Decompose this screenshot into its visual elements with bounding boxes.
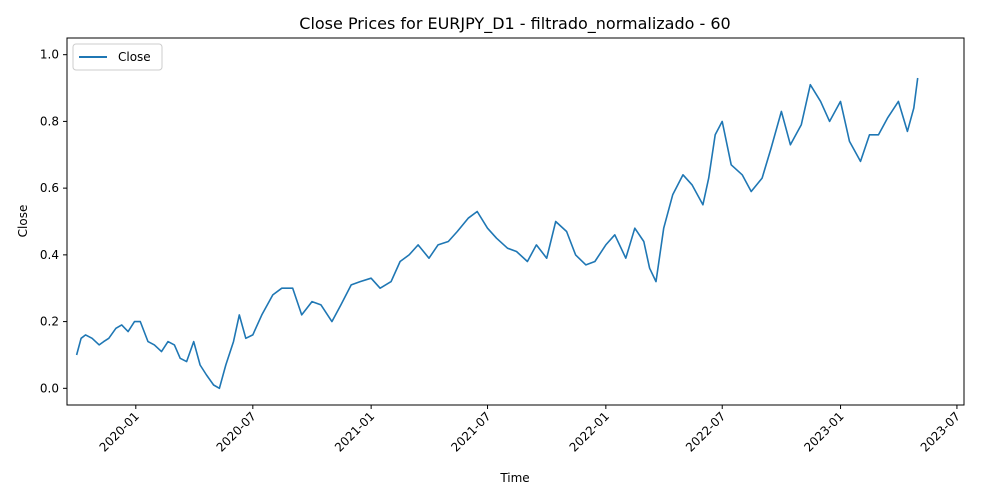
legend-box xyxy=(72,43,163,71)
y-tick-label: 0.2 xyxy=(40,315,59,329)
plot-area xyxy=(75,77,919,390)
x-axis-label: Time xyxy=(499,471,529,485)
series-line-close xyxy=(75,77,919,390)
legend-label: Close xyxy=(118,50,151,64)
legend: Close xyxy=(72,43,163,71)
y-tick-label: 0.4 xyxy=(40,248,59,262)
y-tick-label: 0.8 xyxy=(40,114,59,128)
y-tick-label: 1.0 xyxy=(40,48,59,62)
y-tick-label: 0.6 xyxy=(40,181,59,195)
axes-frame xyxy=(66,37,965,406)
y-axis-label: Close xyxy=(16,205,30,238)
chart-title: Close Prices for EURJPY_D1 - filtrado_no… xyxy=(299,14,730,34)
y-axis: 0.0 0.2 0.4 0.6 0.8 1.0 xyxy=(40,48,67,395)
y-tick-label: 0.0 xyxy=(40,381,59,395)
